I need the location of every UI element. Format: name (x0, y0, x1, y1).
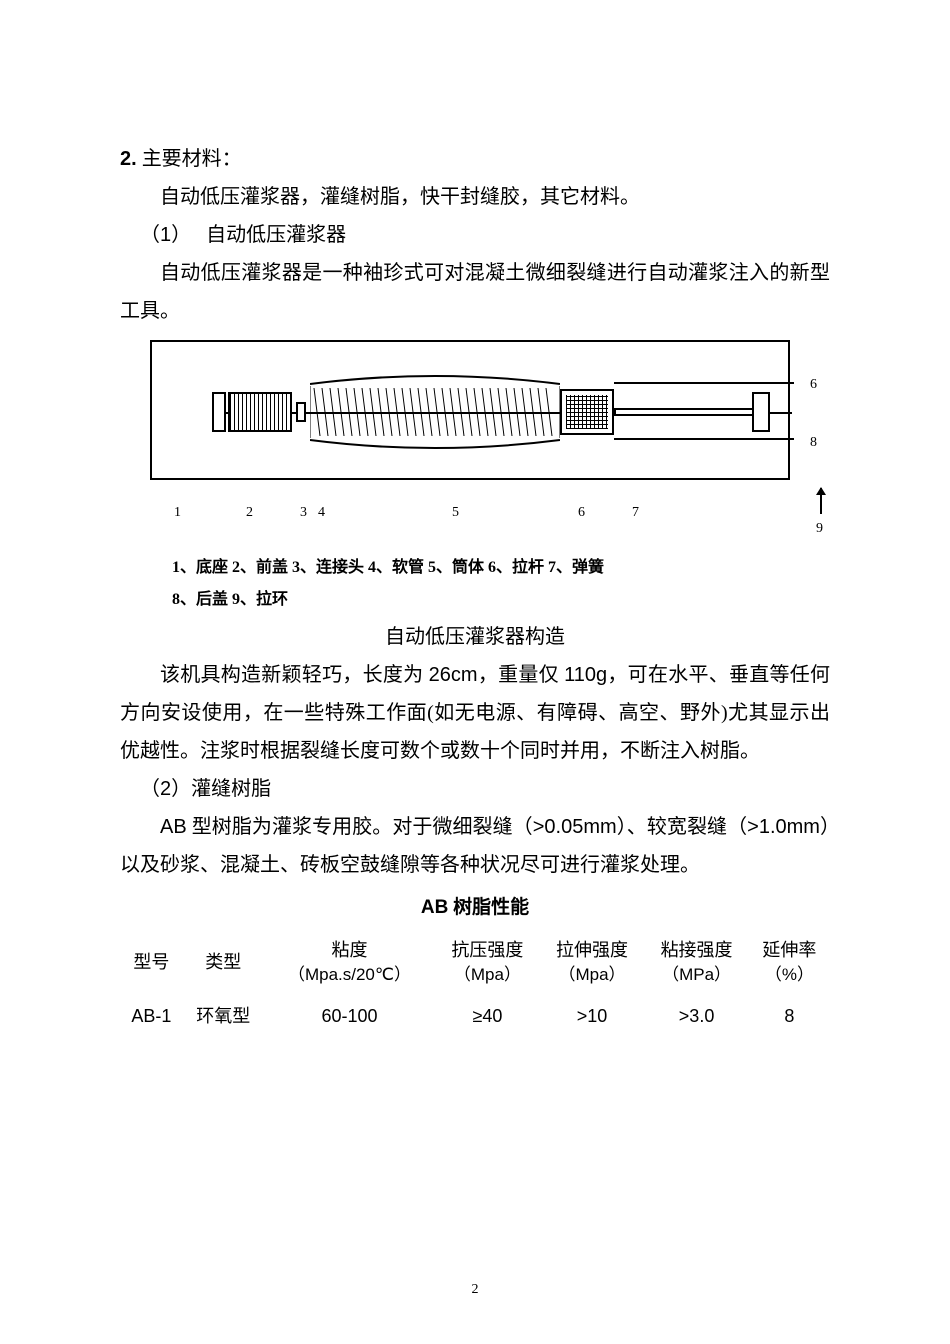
pointer-num-5: 5 (452, 500, 459, 527)
arrow-9 (820, 488, 822, 514)
pointer-num-4: 4 (318, 500, 325, 527)
sub2-num: （2） (140, 778, 191, 800)
table-col-2: 粘度（Mpa.s/20℃） (264, 932, 435, 993)
part-tube-spring (310, 374, 560, 450)
p2b: ，重量仅 (478, 664, 565, 686)
table-cell-6: 8 (749, 993, 830, 1039)
leader-8 (614, 438, 794, 440)
pointer-num-2: 2 (246, 500, 253, 527)
table-col-6: 延伸率（%） (749, 932, 830, 993)
sub2-v2: >1.0mm (747, 816, 820, 838)
p2-wt: 110g (564, 664, 607, 686)
table-header-row: 型号类型粘度（Mpa.s/20℃）抗压强度（Mpa）拉伸强度（Mpa）粘接强度（… (120, 932, 830, 993)
table-col-0: 型号 (120, 932, 183, 993)
part-back-cap (560, 389, 614, 435)
heading-title: 主要材料： (142, 148, 242, 170)
sub2-b: 型树脂为灌浆专用胶。对于微细裂缝（ (187, 816, 533, 838)
part-pull-ring (752, 392, 770, 432)
p2a: 该机具构造新颖轻巧，长度为 (160, 664, 429, 686)
table-cell-1: 环氧型 (183, 993, 264, 1039)
diagram-caption: 自动低压灌浆器构造 (120, 618, 830, 656)
sub2-heading: （2）灌缝树脂 (120, 770, 830, 808)
table-col-1: 类型 (183, 932, 264, 993)
table-title: AB 树脂性能 (120, 890, 830, 926)
sub1-body: 自动低压灌浆器是一种袖珍式可对混凝土微细裂缝进行自动灌浆注入的新型工具。 (120, 254, 830, 330)
leader-6 (614, 382, 794, 384)
section-heading: 2. 主要材料： (120, 140, 830, 178)
table-title-ab: AB (421, 897, 448, 918)
table-cell-0: AB-1 (120, 993, 183, 1039)
table-col-5: 粘接强度（MPa） (644, 932, 749, 993)
side-label-9: 9 (816, 516, 823, 543)
sub2-ab: AB (160, 816, 187, 838)
pointer-num-3: 3 (300, 500, 307, 527)
table-title-rest: 树脂性能 (448, 897, 529, 918)
table-cell-5: >3.0 (644, 993, 749, 1039)
pointer-num-1: 1 (174, 500, 181, 527)
table-head: 型号类型粘度（Mpa.s/20℃）抗压强度（Mpa）拉伸强度（Mpa）粘接强度（… (120, 932, 830, 993)
sub1-title: 自动低压灌浆器 (206, 224, 346, 246)
pointer-num-7: 7 (632, 500, 639, 527)
sub1-heading: （1） 自动低压灌浆器 (120, 216, 830, 254)
sub2-title: 灌缝树脂 (191, 778, 271, 800)
side-label-8: 8 (810, 430, 817, 457)
table-col-4: 拉伸强度（Mpa） (540, 932, 645, 993)
sub2-body: AB 型树脂为灌浆专用胶。对于微细裂缝（>0.05mm）、较宽裂缝（>1.0mm… (120, 808, 830, 884)
part-connector (296, 402, 306, 422)
side-label-6: 6 (810, 372, 817, 399)
heading-num: 2. (120, 148, 137, 170)
legend-line-2: 8、后盖 9、拉环 (172, 584, 830, 616)
sub1-num: （1） (140, 224, 191, 246)
legend-line-1: 1、底座 2、前盖 3、连接头 4、软管 5、筒体 6、拉杆 7、弹簧 (172, 552, 830, 584)
diagram-frame (150, 340, 790, 480)
grouting-device-diagram: 1 2 34 5 6 7 6 8 9 (120, 340, 840, 550)
page-number: 2 (0, 1277, 950, 1304)
diagram-legend: 1、底座 2、前盖 3、连接头 4、软管 5、筒体 6、拉杆 7、弹簧 8、后盖… (120, 552, 830, 616)
table-cell-4: >10 (540, 993, 645, 1039)
table-row: AB-1环氧型60-100≥40>10>3.08 (120, 993, 830, 1039)
table-cell-2: 60-100 (264, 993, 435, 1039)
table-col-3: 抗压强度（Mpa） (435, 932, 540, 993)
sub2-c: ）、较宽裂缝（ (617, 816, 747, 838)
sub2-v1: >0.05mm (533, 816, 617, 838)
resin-properties-table: 型号类型粘度（Mpa.s/20℃）抗压强度（Mpa）拉伸强度（Mpa）粘接强度（… (120, 932, 830, 1039)
intro-line: 自动低压灌浆器，灌缝树脂，快干封缝胶，其它材料。 (120, 178, 830, 216)
table-cell-3: ≥40 (435, 993, 540, 1039)
part-rod (614, 408, 754, 416)
p2-len: 26cm (429, 664, 478, 686)
part-base (212, 392, 226, 432)
paragraph-device-desc: 该机具构造新颖轻巧，长度为 26cm，重量仅 110g，可在水平、垂直等任何方向… (120, 656, 830, 770)
pointer-num-6: 6 (578, 500, 585, 527)
backcap-hatch (566, 395, 608, 429)
part-front-cap (228, 392, 292, 432)
table-body: AB-1环氧型60-100≥40>10>3.08 (120, 993, 830, 1039)
